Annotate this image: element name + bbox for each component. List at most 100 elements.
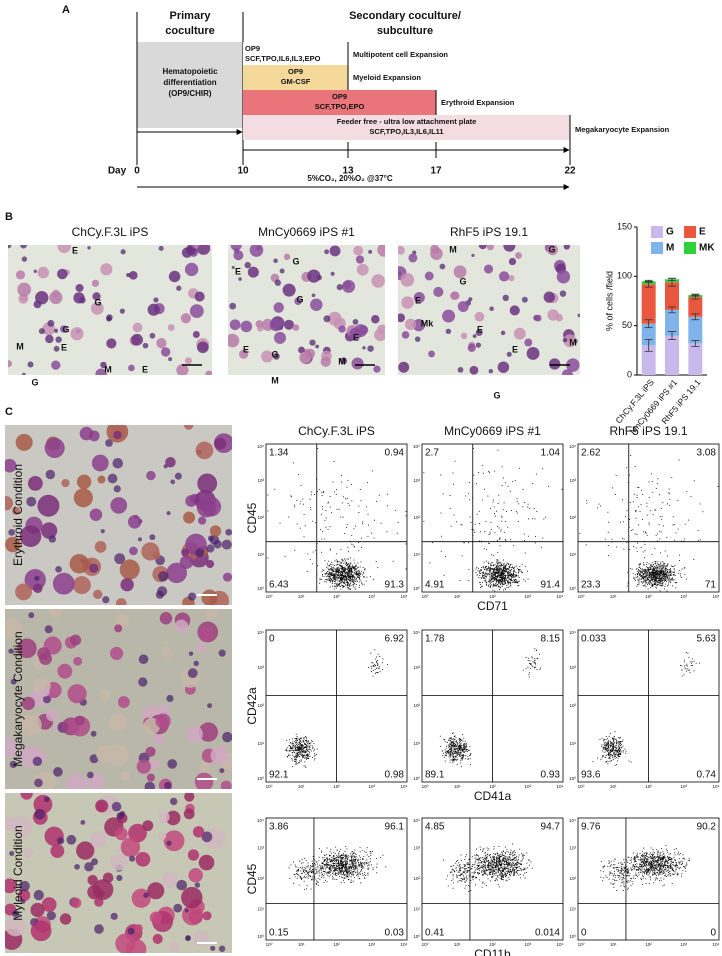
event-dot [355,564,357,566]
event-dot [330,574,331,576]
event-dot [340,581,342,583]
event-dot [347,588,349,590]
event-dot [615,738,617,740]
event-dot [600,759,602,761]
event-dot [504,568,506,570]
event-dot [519,570,521,572]
event-dot [376,872,378,874]
event-dot [447,753,449,755]
event-dot [532,483,534,484]
event-dot [346,571,347,573]
event-dot [603,739,605,740]
event-dot [359,584,360,586]
nucleus [166,511,171,516]
event-dot [644,575,646,577]
cell [11,816,33,837]
event-dot [640,581,642,583]
event-dot [295,743,297,745]
event-dot [291,743,293,745]
event-dot [508,575,510,577]
event-dot [455,756,456,758]
event-dot [542,468,544,470]
event-dot [641,572,643,574]
event-dot [523,669,525,671]
event-dot [654,547,656,549]
event-dot [350,867,352,869]
event-dot [463,745,465,747]
event-dot [662,576,664,578]
event-dot [347,566,349,568]
event-dot [359,579,361,581]
event-dot [656,573,658,575]
error-bar [668,277,676,281]
event-dot [362,521,364,523]
cell [67,684,87,704]
event-dot [351,855,353,857]
event-dot [488,585,490,587]
event-dot [610,749,611,751]
event-dot [498,576,500,578]
event-dot [348,563,349,565]
event-dot [483,577,485,579]
nucleus [53,328,59,333]
event-dot [490,575,492,577]
event-dot [673,575,675,577]
event-dot [496,560,498,562]
event-dot [585,544,587,546]
event-dot [495,583,497,585]
event-dot [464,748,466,750]
event-dot [299,747,301,749]
cell [94,540,107,553]
event-dot [654,573,655,575]
event-dot [357,866,359,868]
event-dot [645,575,647,577]
event-dot [666,575,668,577]
event-dot [666,565,668,567]
event-dot [614,746,616,748]
event-dot [348,551,349,553]
event-dot [332,574,334,576]
event-dot [643,531,644,533]
cell [343,280,352,290]
event-dot [531,665,533,667]
event-dot [604,748,606,750]
cell [515,252,522,259]
event-dot [330,870,332,872]
event-dot [516,575,517,577]
event-dot [298,762,299,764]
event-dot [650,574,652,576]
event-dot [356,873,358,875]
event-dot [638,572,640,574]
event-dot [604,744,606,746]
nucleus [38,328,45,335]
cell [163,830,185,852]
nucleus [489,306,494,311]
event-dot [457,753,459,755]
event-dot [660,585,662,587]
event-dot [288,753,290,755]
event-dot [508,578,510,579]
cell [292,324,300,331]
event-dot [326,857,328,859]
event-dot [527,503,529,505]
event-dot [499,537,501,539]
event-dot [329,496,331,497]
event-dot [296,736,298,738]
event-dot [491,581,492,583]
event-dot [351,567,353,569]
event-dot [609,752,611,754]
event-dot [328,868,330,870]
event-dot [453,746,455,748]
event-dot [312,520,314,522]
event-dot [446,751,448,753]
event-dot [661,577,663,579]
event-dot [496,570,498,572]
event-dot [341,877,343,878]
event-dot [615,754,617,756]
y-tick-label: 0 [627,369,632,379]
nucleus [311,293,316,298]
event-dot [642,569,644,571]
event-dot [655,573,657,574]
event-dot [508,563,510,565]
event-dot [302,744,304,746]
